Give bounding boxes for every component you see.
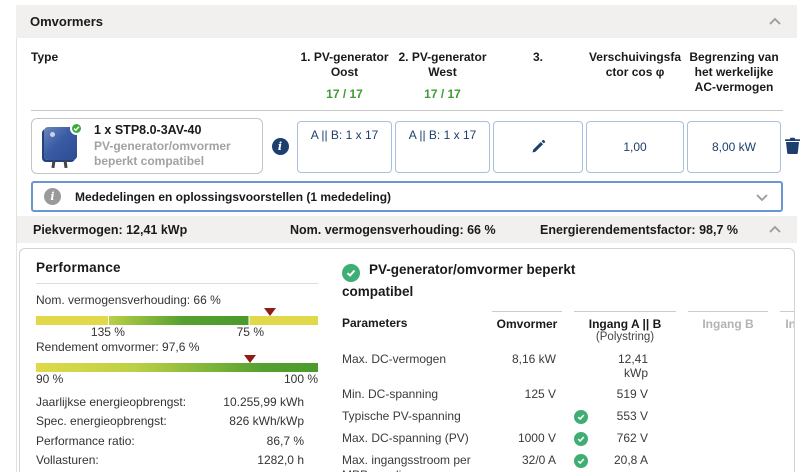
ingang-ab-subtitle: (Polystring) xyxy=(595,330,655,343)
check-circle-icon xyxy=(342,264,360,282)
chevron-up-icon[interactable] xyxy=(767,222,783,238)
panel-body: Type 1. PV-generator Oost 17 / 17 2. PV-… xyxy=(16,38,800,472)
inverter-image-led xyxy=(50,132,55,137)
inverter-row: 1 x STP8.0-3AV-40 PV-generator/omvormer … xyxy=(31,118,800,174)
messages-bar[interactable]: i Mededelingen en oplossingsvoorstellen … xyxy=(31,181,783,212)
gen3-edit-box[interactable] xyxy=(493,121,583,173)
stat-row: Spec. energieopbrengst: 826 kWh/kWp xyxy=(36,414,304,429)
header-separator xyxy=(31,110,783,111)
performance-title: Performance xyxy=(36,260,121,275)
inverter-name: 1 x STP8.0-3AV-40 xyxy=(94,123,202,138)
gauge1-marker xyxy=(264,308,277,316)
chevron-up-icon[interactable] xyxy=(767,14,783,30)
gauge2-tick: 90 % xyxy=(36,372,64,386)
info-icon: i xyxy=(44,188,61,205)
gauge2-ticks: 90 % 100 % xyxy=(36,372,318,387)
gen2-module-count: 17 / 17 xyxy=(424,87,461,101)
inverter-status-text: PV-generator/omvormer beperkt compatibel xyxy=(94,138,231,169)
chevron-down-icon[interactable] xyxy=(754,189,770,205)
check-badge-icon xyxy=(70,122,83,135)
param-name: Max. ingangsstroom per MPP-regeling xyxy=(342,453,471,472)
omvormer-value xyxy=(492,406,562,428)
ingang-b-col-header: Ingang B xyxy=(688,310,768,349)
ingang-c-col-header: Ingang C xyxy=(780,310,794,349)
inverter-texts: 1 x STP8.0-3AV-40 PV-generator/omvormer … xyxy=(94,122,254,169)
col-header-gen1: 1. PV-generator Oost xyxy=(300,50,389,79)
col-header-gen3: 3. xyxy=(532,50,543,64)
gauge2-tick: 100 % xyxy=(283,372,318,386)
col-header-gen2: 2. PV-generator West xyxy=(398,50,487,79)
check-circle-icon xyxy=(574,454,588,469)
ingang-ab-cell: 762 V xyxy=(574,428,676,450)
nominal-ratio-gauge xyxy=(36,308,318,325)
omvormer-value: 1000 V xyxy=(517,431,556,446)
stat-row: Vollasturen: 1282,0 h xyxy=(36,453,304,468)
param-name: Max. DC-spanning (PV) xyxy=(342,431,469,446)
col-header-ac-limit: Begrenzing van het werkelijke AC-vermoge… xyxy=(689,50,779,94)
cosphi-value-box[interactable]: 1,00 xyxy=(586,121,684,173)
table-header-row: Type 1. PV-generator Oost 17 / 17 2. PV-… xyxy=(31,38,783,101)
stat-row: Performance ratio: 86,7 % xyxy=(36,433,304,448)
gauge1-label: Nom. vermogensverhouding: 66 % xyxy=(36,293,221,307)
summary-bar: Piekvermogen: 12,41 kWp Nom. vermogensve… xyxy=(17,216,797,243)
summary-peak-power: Piekvermogen: 12,41 kWp xyxy=(33,222,188,237)
trash-icon[interactable] xyxy=(784,137,800,155)
inverter-image xyxy=(40,122,84,170)
col-header-type: Type xyxy=(31,50,59,64)
messages-label: Mededelingen en oplossingsvoorstellen (1… xyxy=(75,189,392,204)
compatibility-section: PV-generator/omvormer beperkt compatibel… xyxy=(342,260,794,472)
gauge1-tick: 135 % xyxy=(90,325,125,339)
gauge1-ticks: 135 % 75 % xyxy=(36,325,318,340)
summary-energy-factor: Energierendementsfactor: 98,7 % xyxy=(540,222,738,237)
gauge2-marker xyxy=(244,355,257,363)
summary-nominal-ratio: Nom. vermogensverhouding: 66 % xyxy=(290,222,496,237)
detail-section: Performance Nom. vermogensverhouding: 66… xyxy=(19,248,795,472)
divider xyxy=(36,283,318,284)
gauge1-bar xyxy=(36,316,318,325)
ingang-ab-cell: 12,41 kWp xyxy=(617,352,648,381)
omvormer-value: 32/0 A xyxy=(521,453,556,468)
inverter-image-leg xyxy=(51,159,56,169)
gen1-module-count: 17 / 17 xyxy=(326,87,363,101)
col-header-cosphi: Verschuivingsfactor cos φ xyxy=(588,50,682,79)
omvormer-col-header: Omvormer xyxy=(492,310,562,349)
gauge1-tick: 75 % xyxy=(236,325,264,339)
inverter-type-card[interactable]: 1 x STP8.0-3AV-40 PV-generator/omvormer … xyxy=(31,118,263,174)
parameters-table: Parameters Omvormer Ingang A || B (Polys… xyxy=(342,310,794,472)
param-name: Max. DC-vermogen xyxy=(342,352,447,367)
ac-limit-value-box[interactable]: 8,00 kW xyxy=(687,121,781,173)
gauge2-label: Rendement omvormer: 97,6 % xyxy=(36,340,200,354)
gen2-config-box[interactable]: A || B: 1 x 17 xyxy=(395,121,490,173)
info-icon[interactable]: i xyxy=(271,137,289,155)
param-name: Typische PV-spanning xyxy=(342,409,461,424)
panel-header: Omvormers xyxy=(16,5,797,38)
stat-row: Jaarlijkse energieopbrengst: 10.255,99 k… xyxy=(36,394,304,409)
ingang-ab-cell: 553 V xyxy=(574,406,676,428)
ingang-ab-col-header: Ingang A || B (Polystring) xyxy=(574,310,676,349)
gen1-config-box[interactable]: A || B: 1 x 17 xyxy=(297,121,392,173)
compatibility-heading: PV-generator/omvormer beperkt compatibel xyxy=(342,262,576,299)
efficiency-gauge xyxy=(36,355,318,372)
performance-section: Performance Nom. vermogensverhouding: 66… xyxy=(36,260,318,472)
panel-title: Omvormers xyxy=(30,14,103,29)
ingang-ab-cell: 519 V xyxy=(616,387,648,402)
ingang-ab-cell: 20,8 A xyxy=(574,450,676,472)
param-name: Min. DC-spanning xyxy=(342,387,439,402)
check-circle-icon xyxy=(574,432,588,447)
check-circle-icon xyxy=(574,410,588,425)
gauge2-bar xyxy=(36,363,318,372)
omvormer-value: 8,16 kW xyxy=(511,352,556,367)
pencil-icon xyxy=(530,139,546,155)
omvormer-value: 125 V xyxy=(524,387,556,402)
performance-stats: Jaarlijkse energieopbrengst: 10.255,99 k… xyxy=(36,392,304,472)
inverter-image-leg xyxy=(63,159,68,169)
param-col-header: Parameters xyxy=(342,315,408,330)
inverters-panel: Omvormers Type 1. PV-generator Oost 17 /… xyxy=(16,5,800,472)
